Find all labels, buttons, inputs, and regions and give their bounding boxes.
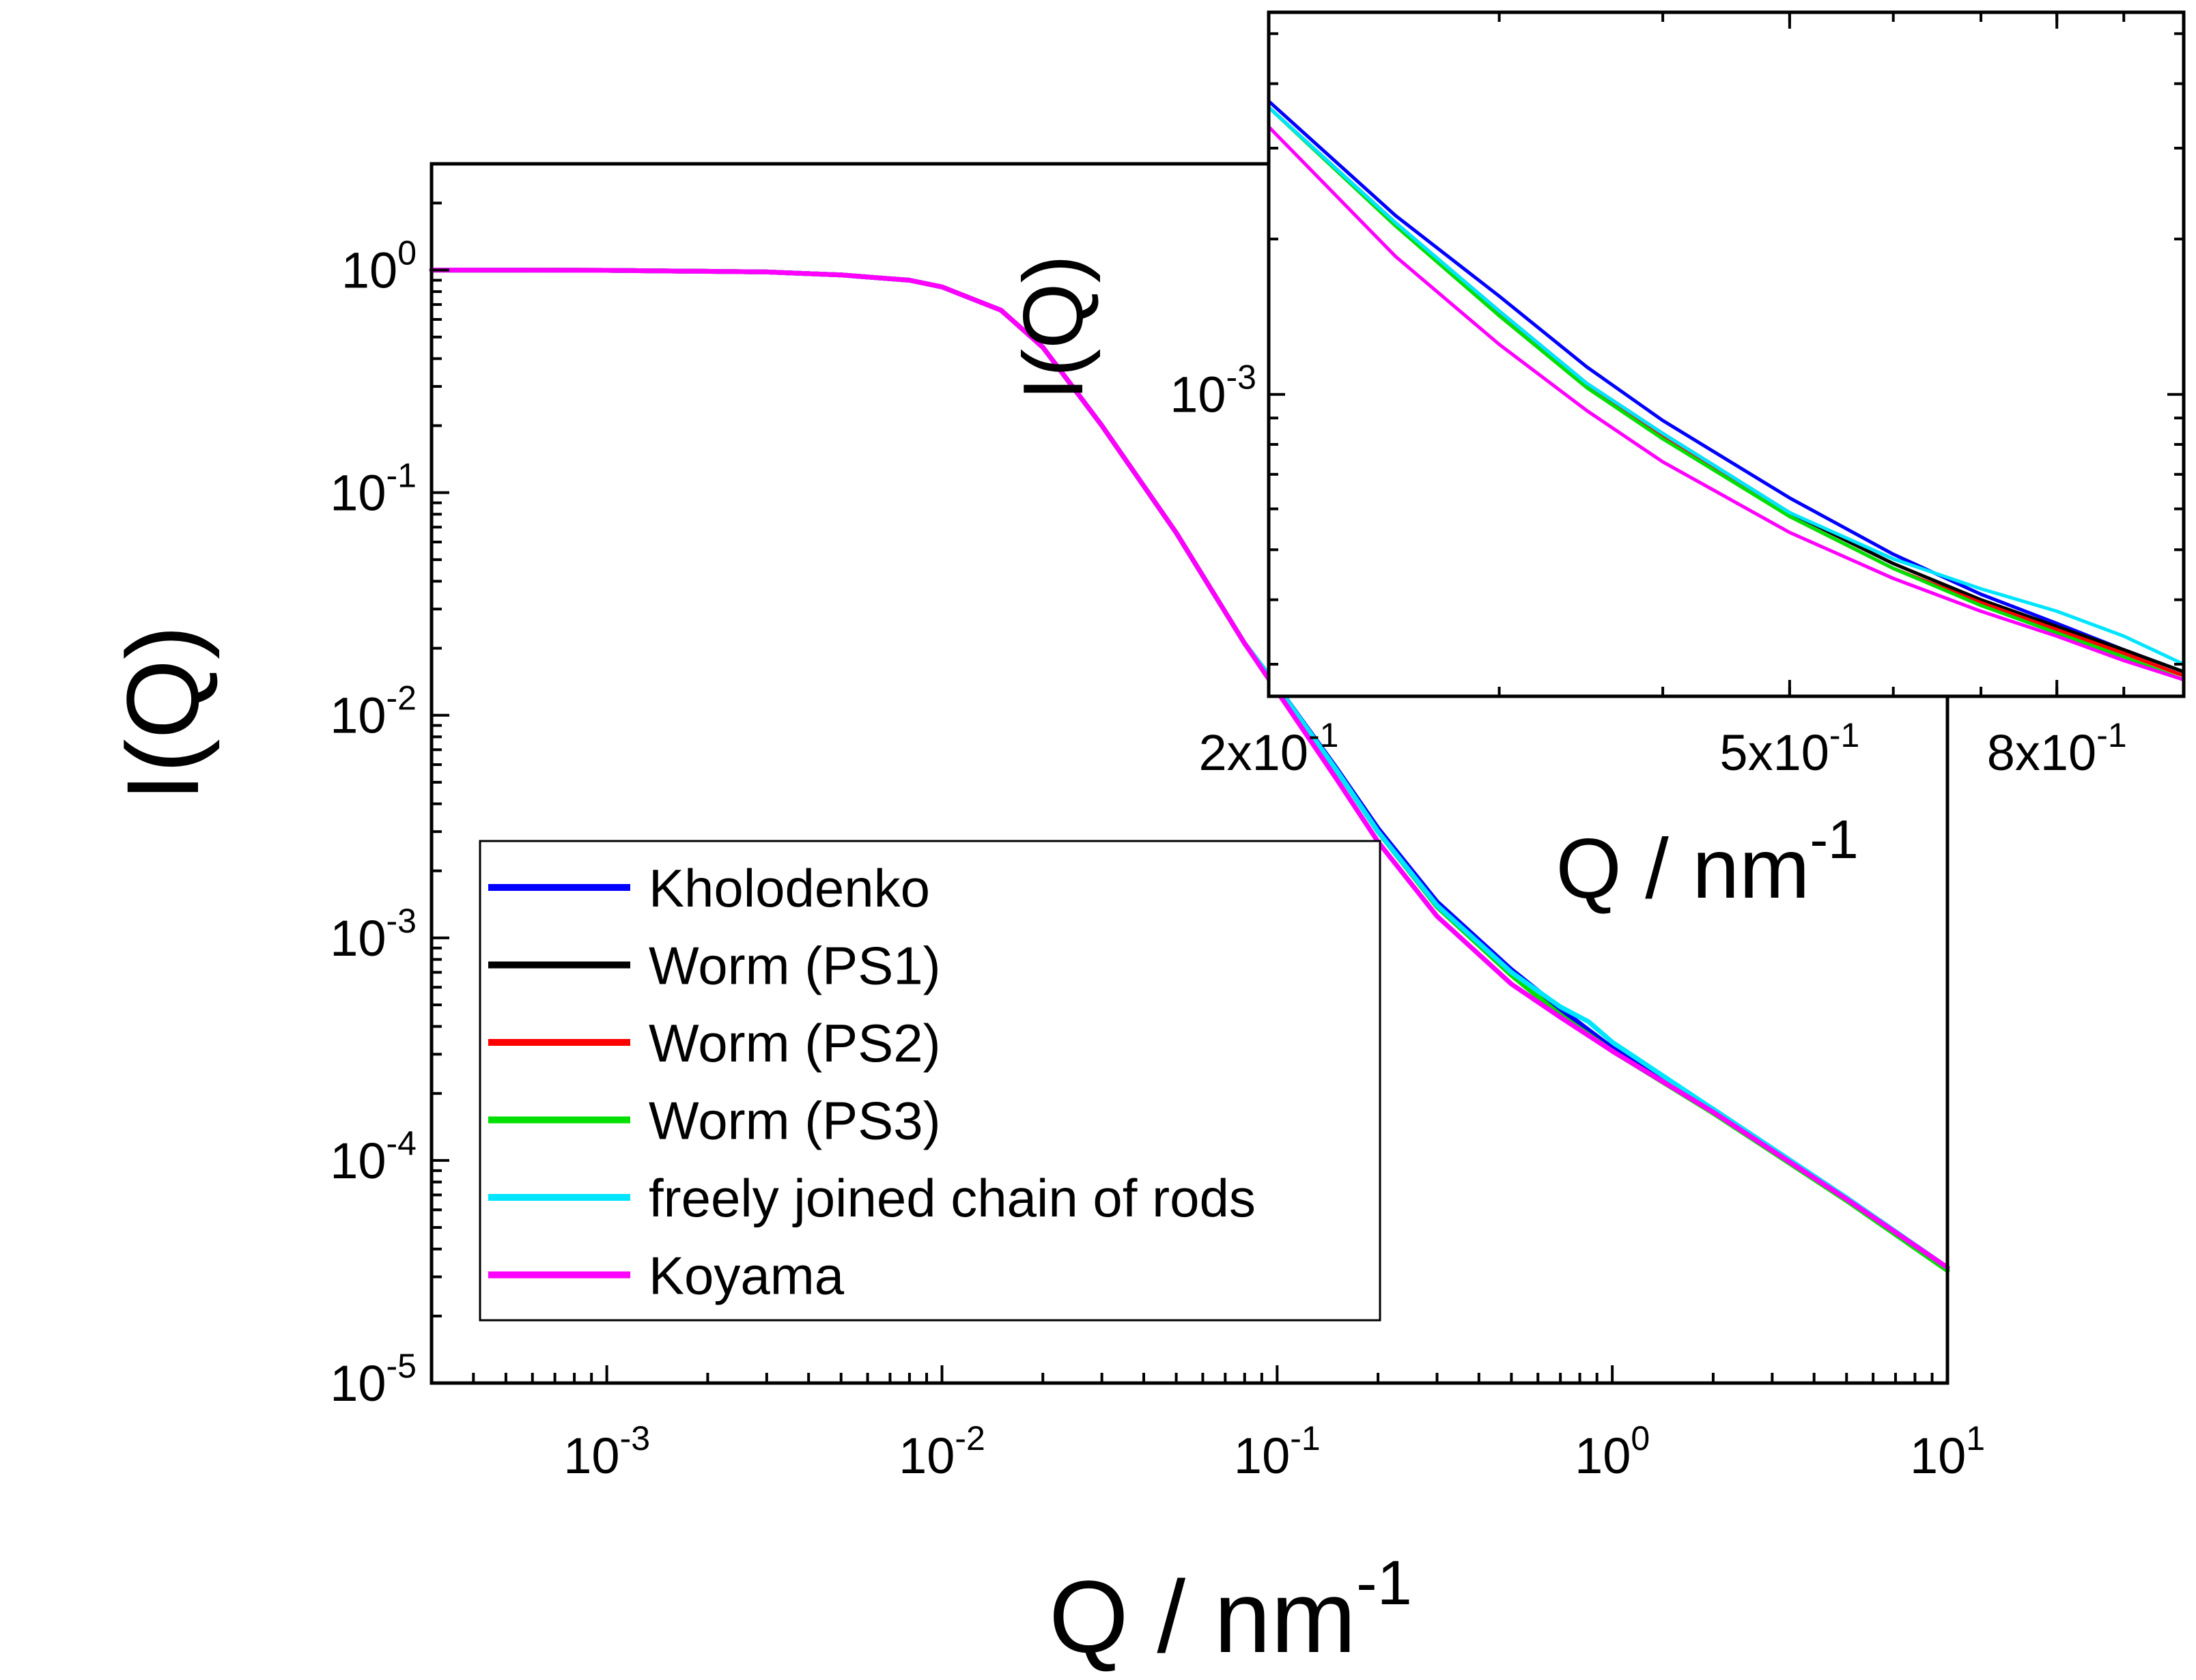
legend-label: Koyama bbox=[649, 1246, 845, 1306]
main-x-tick-label: 101 bbox=[1910, 1419, 1985, 1484]
main-plot-frame bbox=[430, 162, 1949, 1385]
main-y-tick-label: 10-3 bbox=[330, 902, 417, 967]
inset-series-line-6 bbox=[1267, 125, 2186, 682]
main-ticks-group: 10-3 10-2 10-1 100 101 100 10-1 10-2 10-3 10-4 10-… bbox=[330, 201, 1985, 1484]
legend-label: Kholodenko bbox=[649, 858, 930, 918]
x-axis-title: Q / nm-1 bbox=[1049, 1548, 1412, 1674]
legend-label: freely joined chain of rods bbox=[649, 1168, 1256, 1228]
inset-series-group bbox=[1267, 99, 2186, 682]
inset-y-axis-title: I(Q) bbox=[1006, 255, 1101, 401]
legend-label: Worm (PS3) bbox=[649, 1091, 941, 1151]
main-y-tick-label: 10-1 bbox=[330, 457, 417, 522]
main-series-group bbox=[429, 268, 1950, 1273]
inset-x-axis-title: Q / nm-1 bbox=[1556, 809, 1858, 916]
inset-series-line-5 bbox=[1267, 105, 2186, 666]
inset-y-tick-label: 10-3 bbox=[1170, 358, 1256, 423]
main-y-tick-label: 10-5 bbox=[330, 1347, 417, 1412]
legend-box bbox=[479, 840, 1381, 1322]
inset-x-tick-label: 5x10-1 bbox=[1719, 716, 1859, 781]
inset-x-tick-label: 8x10-1 bbox=[1987, 716, 2127, 781]
y-axis-title: I(Q) bbox=[105, 625, 220, 801]
main-x-tick-label: 10-1 bbox=[1234, 1419, 1321, 1484]
main-chart: 10-3 10-2 10-1 100 101 100 10-1 10-2 10-3 10-4 10-… bbox=[105, 162, 1985, 1674]
main-y-tick-label: 100 bbox=[341, 234, 417, 299]
main-x-tick-label: 10-2 bbox=[899, 1419, 985, 1484]
legend-label: Worm (PS1) bbox=[649, 936, 941, 996]
main-x-tick-label: 100 bbox=[1575, 1419, 1650, 1484]
inset-chart: 2x10-1 5x10-1 8x10-1 10-3 Q / nm-1 I(Q) bbox=[1006, 10, 2186, 916]
main-series-line-6 bbox=[429, 268, 1950, 1270]
main-x-tick-label: 10-3 bbox=[563, 1419, 650, 1484]
inset-plot-frame bbox=[1267, 10, 2186, 698]
inset-ticks-group: 2x10-1 5x10-1 8x10-1 10-3 bbox=[1170, 12, 2184, 781]
inset-background bbox=[1269, 12, 2184, 696]
legend-label: Worm (PS2) bbox=[649, 1013, 941, 1073]
main-y-tick-label: 10-4 bbox=[330, 1124, 417, 1189]
inset-series-line-4 bbox=[1267, 105, 2186, 682]
legend: Kholodenko Worm (PS1) Worm (PS2) Worm (PS3)… bbox=[479, 840, 1381, 1322]
main-y-tick-label: 10-2 bbox=[330, 679, 417, 744]
inset-series-line-1 bbox=[1267, 99, 2186, 674]
inset-x-tick-label: 2x10-1 bbox=[1199, 716, 1339, 781]
